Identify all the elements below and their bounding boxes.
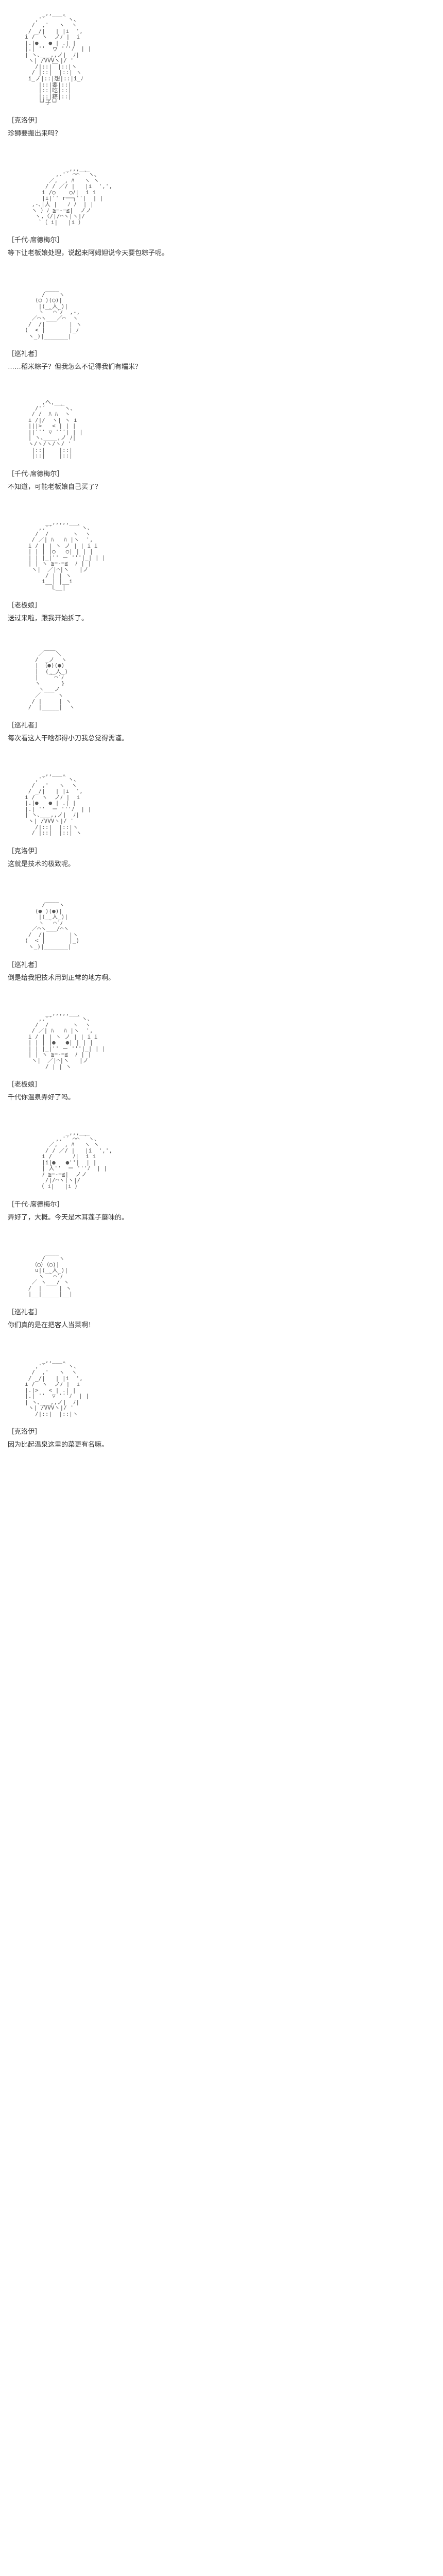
- ascii-art: ,へ,___ /'´ ｀ヽ、 / / ﾊ ﾊ ヽ i /|/ ヽ| ヽ i ||…: [8, 399, 435, 459]
- speaker-label: ［克洛伊］: [8, 1426, 435, 1436]
- dialogue-block: ____ / ヽ （◯）（◯)| u|(__人_)| ヽ ｀⌒´ﾉ ／ ヽ___…: [8, 1250, 435, 1329]
- ascii-art: ____ / ヽ （◯）（◯)| u|(__人_)| ヽ ｀⌒´ﾉ ／ ヽ___…: [8, 1250, 435, 1297]
- ascii-art: _,,,___ ,.'´ ⌒⌒ ｀ヽ、 ／, , ﾊ ヽ ヽ / / ／/ | …: [8, 166, 435, 225]
- dialogue-block: ／￣￣＼ / _ノ ヽ | （●)(●) | (__人_) | ｀⌒´ﾉ ヽ }…: [8, 651, 435, 742]
- dialogue-block: _,,,___ ,.'´ ⌒⌒ ｀ヽ、 ／, , ﾊ ヽ ヽ / / ／/ | …: [8, 1130, 435, 1221]
- ascii-art: ____ / ヽ (◯ )(◯)| |(__人_)| ヽ ｀⌒´ﾉ ,-, ／⌒…: [8, 285, 435, 339]
- dialogue-text: 等下让老板娘处理，说起来阿姆妲说今天要包粽子呢。: [8, 247, 435, 257]
- ascii-art: _,,___, ,'´ ｀ヽ、 / ,' ヽ ヽ / _/| | |i ', i…: [8, 1358, 435, 1417]
- dialogue-text: 送过来啦，跟我开始拆了。: [8, 613, 435, 622]
- speaker-label: ［巡礼者］: [8, 720, 435, 730]
- dialogue-block: ____ / ヽ (◯ )(◯)| |(__人_)| ヽ ｀⌒´ﾉ ,-, ／⌒…: [8, 285, 435, 371]
- dialogue-block: __,,,,,___ ,.'´ ｀ヽ、 / / ヽ ヽ / ／| ﾊ ﾊ |ヽ …: [8, 519, 435, 623]
- dialogue-text: 倒是给我把技术用到正常的地方啊。: [8, 972, 435, 982]
- speaker-label: ［巡礼者］: [8, 1307, 435, 1316]
- dialogue-text: 这就是技术的极致呢。: [8, 858, 435, 868]
- ascii-art: _,,___, ,'´ ｀ヽ、 / ,' ヽ ヽ / _/| | |i ', i…: [8, 10, 435, 106]
- speaker-label: ［巡礼者］: [8, 348, 435, 358]
- ascii-art: __,,,,,___ ,.'´ ｀ヽ、 / / ヽ ヽ / ／| ﾊ ﾊ |ヽ …: [8, 519, 435, 591]
- speaker-label: ［千代·席德梅尔］: [8, 234, 435, 244]
- dialogue-block: ____ / ヽ (● )(●)| |(__人_)| ヽ ｀⌒´ﾉ ／⌒ヽ___…: [8, 896, 435, 982]
- speaker-label: ［老板娘］: [8, 1079, 435, 1089]
- dialogue-text: 弄好了，大概。今天是木耳莲子蘑味的。: [8, 1212, 435, 1222]
- speaker-label: ［千代·席德梅尔］: [8, 1199, 435, 1209]
- speaker-label: ［老板娘］: [8, 600, 435, 609]
- dialogue-text: 你们真的是在把客人当菜啊！: [8, 1319, 435, 1329]
- ascii-art: ____ / ヽ (● )(●)| |(__人_)| ヽ ｀⌒´ﾉ ／⌒ヽ___…: [8, 896, 435, 950]
- speaker-label: ［克洛伊］: [8, 845, 435, 855]
- speaker-label: ［巡礼者］: [8, 959, 435, 969]
- dialogue-text: 千代你温泉弄好了吗。: [8, 1092, 435, 1101]
- dialogue-block: _,,___, ,'´ ｀ヽ、 / ,' ヽ ヽ / _/| | |i ', i…: [8, 10, 435, 138]
- dialogue-text: 每次看这人干啥都得小刀我总觉得需谨。: [8, 733, 435, 742]
- dialogue-block: _,,___, ,'´ ｀ヽ、 / ,' ヽ ヽ / _/| | |i ', i…: [8, 1358, 435, 1449]
- dialogue-block: _,,___, ,'´ ｀ヽ、 / ,' ヽ ヽ / _/| | |i ', i…: [8, 771, 435, 868]
- ascii-art: __,,,,,___ ,.'´ ｀ヽ、 / / ヽ ヽ / ／| ﾊ ﾊ |ヽ …: [8, 1010, 435, 1070]
- dialogue-block: _,,,___ ,.'´ ⌒⌒ ｀ヽ、 ／, , ﾊ ヽ ヽ / / ／/ | …: [8, 166, 435, 257]
- speaker-label: ［克洛伊］: [8, 115, 435, 125]
- dialogue-text: 不知道，可能老板娘自己买了？: [8, 481, 435, 491]
- dialogue-text: ……稻米粽子？但我怎么不记得我们有糯米？: [8, 361, 435, 371]
- dialogue-text: 珍狮要搬出来吗？: [8, 128, 435, 138]
- speaker-label: ［千代·席德梅尔］: [8, 468, 435, 478]
- dialogue-block: __,,,,,___ ,.'´ ｀ヽ、 / / ヽ ヽ / ／| ﾊ ﾊ |ヽ …: [8, 1010, 435, 1101]
- ascii-art: ／￣￣＼ / _ノ ヽ | （●)(●) | (__人_) | ｀⌒´ﾉ ヽ }…: [8, 651, 435, 710]
- dialogue-block: ,へ,___ /'´ ｀ヽ、 / / ﾊ ﾊ ヽ i /|/ ヽ| ヽ i ||…: [8, 399, 435, 490]
- ascii-art: _,,,___ ,.'´ ⌒⌒ ｀ヽ、 ／, , ﾊ ヽ ヽ / / ／/ | …: [8, 1130, 435, 1189]
- ascii-art: _,,___, ,'´ ｀ヽ、 / ,' ヽ ヽ / _/| | |i ', i…: [8, 771, 435, 836]
- dialogue-text: 因为比起温泉这里的菜更有名嘛。: [8, 1439, 435, 1449]
